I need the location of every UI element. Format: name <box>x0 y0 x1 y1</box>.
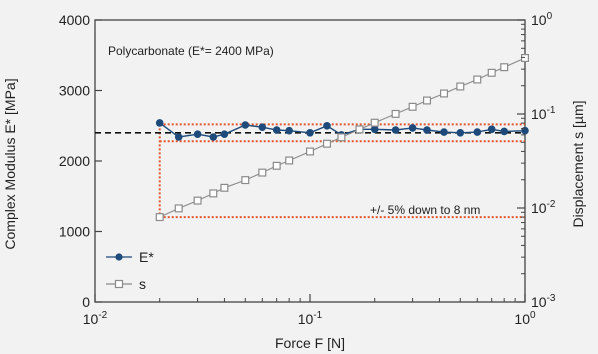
data-point-s <box>473 75 482 84</box>
x-tick-label: 10-1 <box>298 310 323 327</box>
data-point-e <box>241 121 250 129</box>
tolerance-band <box>158 123 525 219</box>
data-point-e <box>285 126 294 135</box>
data-point-s <box>391 109 400 118</box>
data-point-e <box>323 122 331 130</box>
y-right-tick-label: 10-1 <box>531 105 556 122</box>
legend: E* s <box>106 249 154 292</box>
y-right-tick-label: 10-2 <box>531 199 556 216</box>
legend-item-e: E* <box>106 249 154 265</box>
data-point-s <box>306 147 315 156</box>
legend-marker-e <box>115 253 123 261</box>
data-point-e <box>423 126 431 134</box>
data-point-s <box>209 189 218 198</box>
data-point-s <box>155 213 164 222</box>
data-point-s <box>520 53 529 62</box>
legend-marker-s <box>114 279 124 289</box>
y-right-tick-label: 10-3 <box>531 293 556 310</box>
data-point-s <box>272 161 281 170</box>
data-point-e <box>174 133 183 141</box>
data-point-s <box>370 118 379 127</box>
x-axis-label: Force F [N] <box>275 335 345 351</box>
y-left-tick-label: 3000 <box>59 83 90 99</box>
x-tick-label: 10-2 <box>83 310 108 327</box>
data-point-e <box>209 133 218 141</box>
annotation-tolerance: +/- 5% down to 8 nm <box>370 203 480 217</box>
series-layer <box>155 53 529 222</box>
data-point-s <box>500 63 509 72</box>
legend-label-s: s <box>139 276 146 292</box>
legend-item-s: s <box>106 276 146 292</box>
data-point-e <box>193 130 202 138</box>
y-axis-label-right: Displacement s [µm] <box>570 100 586 227</box>
y-left-tick-label: 2000 <box>59 153 90 169</box>
data-point-s <box>337 133 346 142</box>
y-left-tick-label: 0 <box>82 294 90 310</box>
y-axis-label-left: Complex Modulus E* [MPa] <box>2 78 18 249</box>
x-tick-label: 100 <box>514 310 536 327</box>
data-point-e <box>473 128 482 136</box>
data-point-e <box>272 126 281 134</box>
data-point-e <box>521 126 529 135</box>
data-point-e <box>391 126 400 134</box>
data-point-s <box>323 139 332 148</box>
data-point-e <box>370 125 379 134</box>
data-point-e <box>155 119 164 127</box>
annotation-material: Polycarbonate (E*= 2400 MPa) <box>108 44 274 58</box>
data-point-e <box>456 129 465 137</box>
data-point-e <box>487 125 496 134</box>
y-left-tick-label: 1000 <box>59 224 90 240</box>
data-point-s <box>241 176 250 185</box>
data-point-e <box>306 129 314 137</box>
data-point-e <box>500 127 509 136</box>
data-point-e <box>258 123 267 131</box>
y-right-tick-label: 100 <box>531 11 553 28</box>
data-point-s <box>487 68 496 77</box>
data-point-s <box>174 204 183 213</box>
data-point-s <box>355 125 364 134</box>
data-point-s <box>423 96 432 105</box>
data-point-s <box>258 168 267 177</box>
data-point-s <box>456 82 465 91</box>
data-point-s <box>220 183 229 192</box>
data-point-s <box>285 156 294 165</box>
data-point-e <box>408 124 417 132</box>
data-point-e <box>220 130 229 138</box>
y-left-tick-label: 4000 <box>59 12 90 28</box>
data-point-e <box>440 128 448 136</box>
data-point-s <box>440 89 449 98</box>
data-point-s <box>193 196 202 205</box>
tick-layer: 10-2 10-1 1000100020003000400010-310-210-1… <box>59 11 556 327</box>
legend-label-e: E* <box>139 249 154 265</box>
data-point-s <box>408 102 417 111</box>
